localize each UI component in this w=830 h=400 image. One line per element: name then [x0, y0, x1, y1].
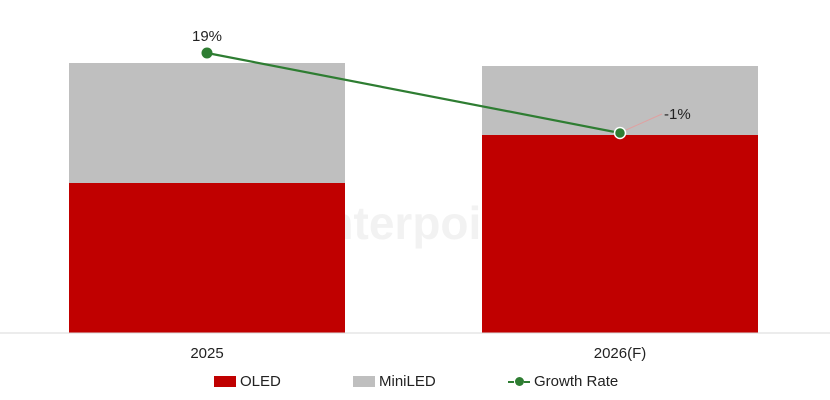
legend-label-oled: OLED: [240, 372, 281, 390]
growth-rate-point-2026-f: [613, 126, 627, 140]
x-tick-2026-f: 2026(F): [594, 345, 647, 362]
growth-rate-label-leader: [625, 113, 663, 131]
legend-label-miniled: MiniLED: [379, 372, 436, 390]
growth-rate-label-2026-f: -1%: [664, 106, 691, 123]
legend-swatch-growth-rate: [508, 376, 530, 387]
legend-swatch-miniled: [353, 375, 375, 387]
bar-oled-2026-f: [482, 135, 758, 333]
legend: OLED MiniLED Growth Rate: [0, 366, 830, 396]
legend-label-growth-rate: Growth Rate: [534, 372, 619, 390]
growth-rate-label-2025: 19%: [192, 28, 222, 45]
bar-oled-2025: [69, 183, 345, 333]
legend-item-growth-rate: Growth Rate: [508, 366, 618, 396]
growth-rate-series: 19% -1%: [192, 28, 691, 140]
legend-item-oled: OLED: [214, 366, 281, 396]
x-axis-ticks: 2025 2026(F): [190, 345, 646, 362]
x-tick-2025: 2025: [190, 345, 223, 362]
chart-area: Counterpoint 2025 2026(F) 19%-1%: [0, 28, 830, 362]
legend-swatch-oled: [214, 375, 236, 387]
bar-miniled-2026-f: [482, 66, 758, 135]
bars: [69, 63, 758, 333]
growth-rate-point-2025: [201, 47, 213, 59]
legend-item-miniled: MiniLED: [353, 366, 436, 396]
growth-rate-line: [206, 51, 621, 135]
bar-miniled-2025: [69, 63, 345, 183]
